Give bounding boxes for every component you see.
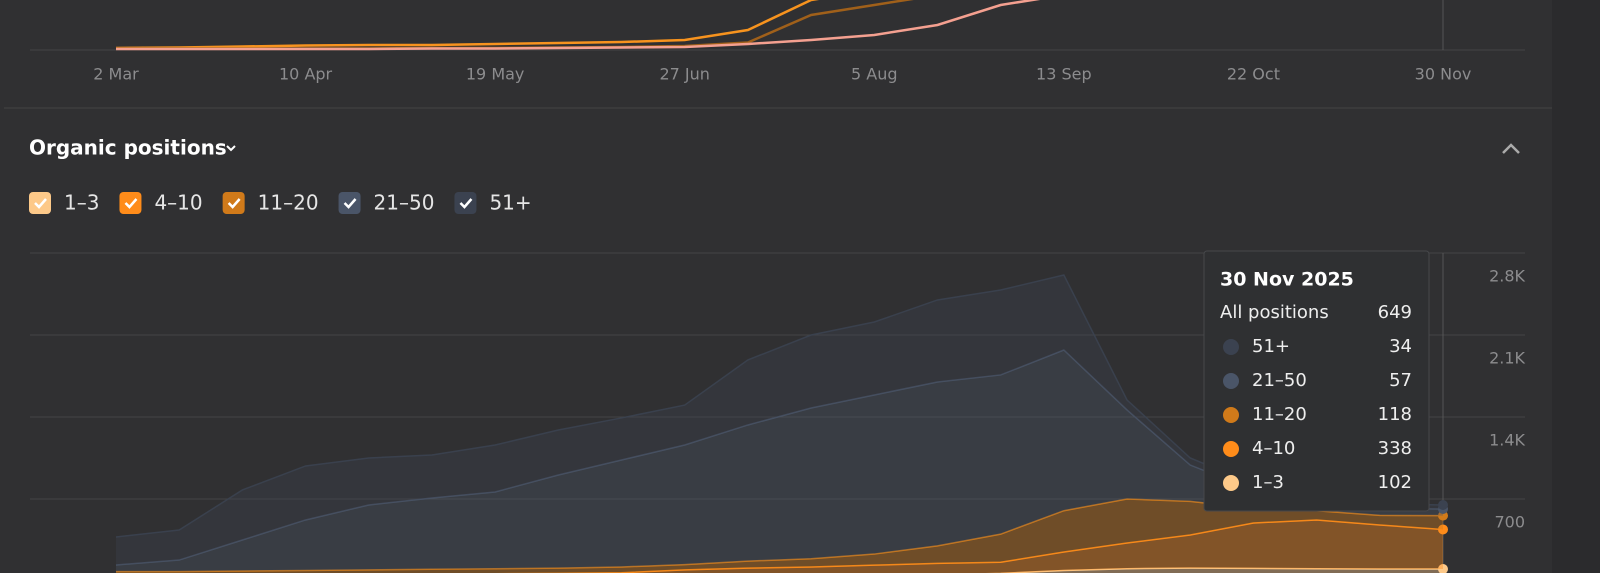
- legend-label[interactable]: 4–10: [154, 191, 202, 215]
- y-tick-label: 1.4K: [1489, 431, 1525, 450]
- tooltip-name: 51+: [1252, 336, 1290, 357]
- legend-label[interactable]: 51+: [489, 191, 531, 215]
- tooltip-value: 118: [1378, 404, 1412, 425]
- x-tick-label: 2 Mar: [93, 65, 139, 84]
- y-tick-label: 2.1K: [1489, 349, 1525, 368]
- legend-label[interactable]: 11–20: [258, 191, 319, 215]
- x-tick-label: 19 May: [466, 65, 525, 84]
- tooltip-name: 4–10: [1252, 438, 1295, 459]
- x-tick-label: 5 Aug: [851, 65, 898, 84]
- tooltip-name: 21–50: [1252, 370, 1307, 391]
- tooltip-dot: [1223, 339, 1239, 355]
- legend-checkbox[interactable]: [29, 192, 51, 214]
- tooltip-dot: [1223, 475, 1239, 491]
- x-tick-label: 13 Sep: [1036, 65, 1092, 84]
- tooltip-name: 1–3: [1252, 472, 1284, 493]
- x-tick-label: 27 Jun: [659, 65, 709, 84]
- tooltip-total: 649: [1378, 302, 1412, 323]
- end-marker: [1438, 499, 1448, 510]
- check-mark: [459, 198, 473, 209]
- tooltip: [1203, 250, 1430, 512]
- line: [115, 0, 820, 50]
- tooltip-value: 338: [1378, 438, 1412, 459]
- check-mark: [343, 198, 357, 209]
- legend-checkbox[interactable]: [338, 192, 361, 214]
- x-tick-label: 10 Apr: [279, 65, 333, 84]
- x-tick-label: 30 Nov: [1415, 65, 1472, 84]
- area-line: [491, 519, 1444, 573]
- tooltip-value: 102: [1378, 472, 1412, 493]
- legend-label[interactable]: 1–3: [64, 191, 99, 215]
- x-tick-label: 22 Oct: [1227, 65, 1280, 84]
- area: [599, 519, 1443, 573]
- section-title[interactable]: Organic positions: [29, 136, 227, 160]
- tooltip-value: 34: [1389, 336, 1412, 357]
- y-tick-label: 2.8K: [1489, 267, 1525, 286]
- tooltip-date: 30 Nov 2025: [1220, 269, 1354, 291]
- legend-checkbox[interactable]: [222, 192, 245, 214]
- y-tick-label: 700: [1494, 513, 1525, 532]
- tooltip-dot: [1223, 373, 1239, 389]
- collapse-button[interactable]: [1502, 143, 1520, 154]
- area: [116, 349, 1443, 572]
- tooltip-total-label: All positions: [1220, 302, 1329, 323]
- legend-label[interactable]: 21–50: [374, 191, 435, 215]
- tooltip-dot: [1223, 441, 1239, 457]
- check-mark: [34, 198, 47, 209]
- area: [116, 499, 1443, 573]
- legend-checkbox[interactable]: [454, 192, 477, 214]
- tooltip-value: 57: [1389, 370, 1412, 391]
- tooltip-name: 11–20: [1252, 404, 1307, 425]
- tooltip-dot: [1223, 407, 1239, 423]
- check-mark: [227, 198, 241, 209]
- area: [116, 275, 1443, 565]
- end-marker: [1438, 564, 1448, 573]
- area-line: [985, 567, 1443, 573]
- legend-checkbox[interactable]: [119, 192, 142, 214]
- end-marker: [1438, 524, 1448, 535]
- dropdown-chevron[interactable]: [226, 145, 236, 152]
- line: [116, 0, 1041, 51]
- check-mark: [124, 198, 138, 209]
